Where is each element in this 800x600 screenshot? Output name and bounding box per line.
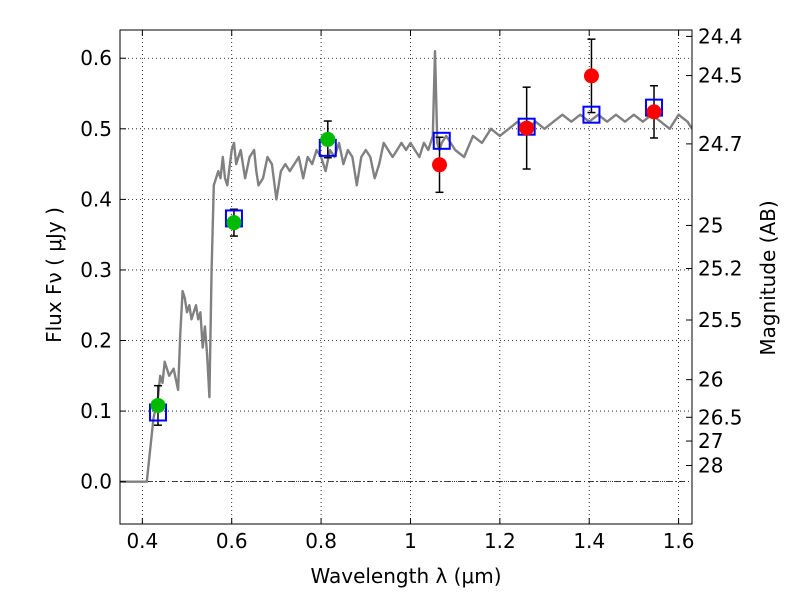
right-tick-label: 26.5 [698,405,743,429]
x-tick-label: 1 [404,529,417,553]
y-tick-label: 0.4 [80,187,112,211]
right-tick-label: 26 [698,368,723,392]
observed-point-red [432,157,448,173]
observed-point-red [583,68,599,84]
y-tick-label: 0.6 [80,46,112,70]
observed-point-green [320,131,336,147]
right-tick-label: 24.5 [698,64,743,88]
y-tick-label: 0.5 [80,117,112,141]
series-layer [120,38,692,483]
x-tick-label: 0.4 [126,529,158,553]
y-tick-label: 0.0 [80,470,112,494]
x-tick-label: 0.8 [305,529,337,553]
right-tick-label: 24.4 [698,24,743,48]
right-tick-label: 25.5 [698,308,743,332]
x-axis-label: Wavelength λ (μm) [310,564,501,588]
x-tick-label: 1.4 [573,529,605,553]
observed-point-red [646,104,662,120]
y-tick-label: 0.3 [80,258,112,282]
right-tick-label: 24.7 [698,132,743,156]
right-tick-label: 25.2 [698,257,743,281]
tick-layer: 0.4 0.6 0.8 1 1.2 1.4 1.6 0.0 0.1 0.2 0.3 0.4 0.5 0.6… [80,24,742,553]
sed-model-line [120,50,692,483]
right-tick-label: 28 [698,453,723,477]
x-tick-label: 1.2 [484,529,516,553]
grid-layer [120,30,692,524]
observed-point-green [226,215,242,231]
frame-layer [119,29,693,525]
right-y-axis-label: Magnitude (AB) [756,200,780,355]
model-band-square [582,105,601,124]
observed-point-green [150,397,166,413]
model-band-square [432,131,451,150]
x-tick-label: 1.6 [663,529,695,553]
y-axis-label: Flux Fν ( μJy ) [42,207,66,343]
observed-point-red [519,120,535,136]
y-tick-label: 0.1 [80,399,112,423]
x-tick-label: 0.6 [216,529,248,553]
right-tick-label: 27 [698,429,723,453]
plot-frame [119,29,693,525]
right-tick-label: 25 [698,213,723,237]
y-tick-label: 0.2 [80,329,112,353]
